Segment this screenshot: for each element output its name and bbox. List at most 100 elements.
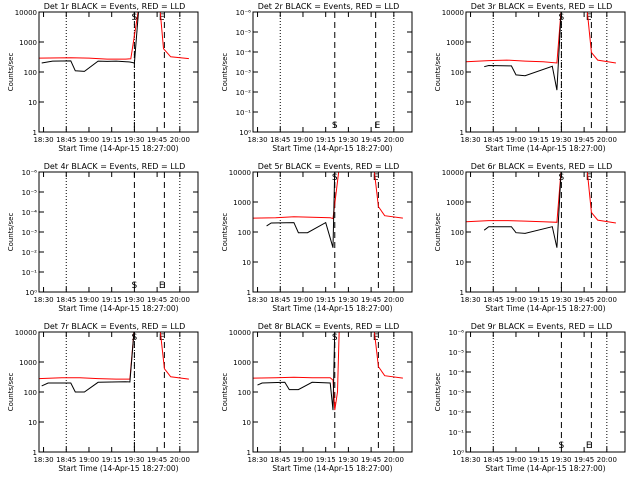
y-tick-label: 10⁻⁴ (236, 49, 252, 57)
x-tick-label: 19:00 (506, 136, 526, 144)
y-tick-label: 10⁻⁴ (449, 369, 465, 377)
x-tick-label: 18:30 (247, 296, 267, 304)
plot-frame (38, 171, 199, 293)
y-tick-label: 1 (460, 289, 464, 297)
x-tick-label: 19:15 (316, 296, 336, 304)
y-tick-label: 10000 (442, 9, 464, 17)
x-tick-label: 19:30 (124, 136, 144, 144)
y-tick-label: 10⁻⁵ (236, 29, 252, 37)
x-tick-label: 18:45 (56, 456, 76, 464)
x-tick-label: 19:00 (506, 456, 526, 464)
panel-det-3: Det 3r BLACK = Events, RED = LLD S E 1 10 100… (434, 2, 626, 153)
x-tick-label: 19:45 (361, 456, 381, 464)
plot-frame (252, 171, 413, 293)
series-events-line (41, 12, 139, 72)
y-tick-label: 10 (242, 259, 251, 267)
panel-title: Det 4r BLACK = Events, RED = LLD (44, 162, 186, 171)
y-tick-label: 10⁻² (22, 249, 38, 257)
x-axis-label: Start Time (14-Apr-15 18:27:00) (272, 304, 392, 313)
series-lld-line (466, 12, 616, 64)
y-tick-label: 100 (451, 229, 464, 237)
x-tick-label: 18:30 (33, 136, 53, 144)
y-tick-label: 10 (28, 99, 37, 107)
y-tick-label: 10⁻³ (22, 229, 38, 237)
y-tick-label: 10⁻⁶ (22, 169, 38, 177)
panel-det-9: Det 9r BLACK = Events, RED = LLD S E 10⁰ 10⁻… (434, 322, 626, 473)
plot-frame (252, 11, 413, 133)
plot-frame (465, 11, 626, 133)
x-tick-label: 18:45 (483, 296, 503, 304)
x-axis-label: Start Time (14-Apr-15 18:27:00) (58, 144, 178, 153)
start-marker: S (132, 333, 138, 343)
series-lld-line (253, 172, 403, 220)
x-tick-label: 18:45 (483, 136, 503, 144)
y-tick-label: 10000 (15, 9, 37, 17)
y-tick-label: 10⁻³ (236, 69, 252, 77)
y-tick-label: 1000 (19, 39, 37, 47)
y-tick-label: 1 (247, 449, 251, 457)
x-tick-label: 19:30 (551, 136, 571, 144)
panel-title: Det 6r BLACK = Events, RED = LLD (471, 162, 613, 171)
x-tick-label: 19:45 (147, 296, 167, 304)
x-tick-label: 18:45 (270, 136, 290, 144)
y-tick-label: 1 (33, 129, 37, 137)
x-tick-label: 19:45 (147, 136, 167, 144)
plot-frame (38, 11, 199, 133)
series-events-line (266, 172, 336, 248)
x-tick-label: 19:30 (338, 296, 358, 304)
x-axis-label: Start Time (14-Apr-15 18:27:00) (58, 304, 178, 313)
y-tick-label: 10⁰ (239, 129, 251, 137)
x-tick-label: 20:00 (384, 136, 404, 144)
y-tick-label: 10000 (229, 329, 251, 337)
series-events-line (257, 332, 336, 411)
y-tick-label: 10⁻² (449, 409, 465, 417)
panel-det-4: Det 4r BLACK = Events, RED = LLD S E 10⁰ 10⁻… (7, 162, 199, 313)
x-axis-label: Start Time (14-Apr-15 18:27:00) (485, 304, 605, 313)
x-tick-label: 19:00 (506, 296, 526, 304)
end-marker: E (159, 333, 165, 343)
x-tick-label: 20:00 (597, 456, 617, 464)
y-axis-label: Counts/sec (221, 373, 229, 412)
end-marker: E (159, 281, 165, 291)
series-lld-line (253, 332, 403, 411)
start-marker: S (559, 441, 565, 451)
series-events-line (41, 332, 135, 393)
y-tick-label: 10⁻² (236, 89, 252, 97)
y-tick-label: 1000 (446, 39, 464, 47)
x-tick-label: 19:45 (574, 136, 594, 144)
series-lld-line (39, 332, 189, 380)
x-axis-label: Start Time (14-Apr-15 18:27:00) (485, 464, 605, 473)
panel-det-2: Det 2r BLACK = Events, RED = LLD S E 10⁰ 10⁻… (221, 2, 413, 153)
x-tick-label: 20:00 (384, 296, 404, 304)
y-tick-label: 1000 (446, 199, 464, 207)
x-tick-label: 19:15 (529, 456, 549, 464)
x-tick-label: 18:30 (247, 456, 267, 464)
start-marker: S (132, 13, 138, 23)
y-tick-label: 1 (33, 449, 37, 457)
y-tick-label: 10⁻⁵ (22, 189, 38, 197)
x-tick-label: 19:30 (551, 296, 571, 304)
panel-title: Det 3r BLACK = Events, RED = LLD (471, 2, 613, 11)
x-tick-label: 20:00 (597, 136, 617, 144)
x-axis-label: Start Time (14-Apr-15 18:27:00) (272, 464, 392, 473)
panel-title: Det 1r BLACK = Events, RED = LLD (44, 2, 186, 11)
start-marker: S (559, 173, 565, 183)
x-tick-label: 19:00 (79, 456, 99, 464)
panel-title: Det 9r BLACK = Events, RED = LLD (471, 322, 613, 331)
series-lld-line (466, 172, 616, 224)
x-tick-label: 18:45 (270, 456, 290, 464)
x-tick-label: 18:45 (270, 296, 290, 304)
y-tick-label: 10 (455, 99, 464, 107)
x-tick-label: 19:00 (79, 136, 99, 144)
end-marker: E (373, 173, 379, 183)
panel-title: Det 5r BLACK = Events, RED = LLD (258, 162, 400, 171)
end-marker: E (159, 13, 165, 23)
x-tick-label: 19:45 (574, 456, 594, 464)
plot-frame (252, 331, 413, 453)
x-tick-label: 18:45 (483, 456, 503, 464)
panel-det-6: Det 6r BLACK = Events, RED = LLD S E 1 10 100… (434, 162, 626, 313)
series-events-line (484, 12, 562, 91)
x-tick-label: 19:00 (79, 296, 99, 304)
start-marker: S (132, 281, 138, 291)
